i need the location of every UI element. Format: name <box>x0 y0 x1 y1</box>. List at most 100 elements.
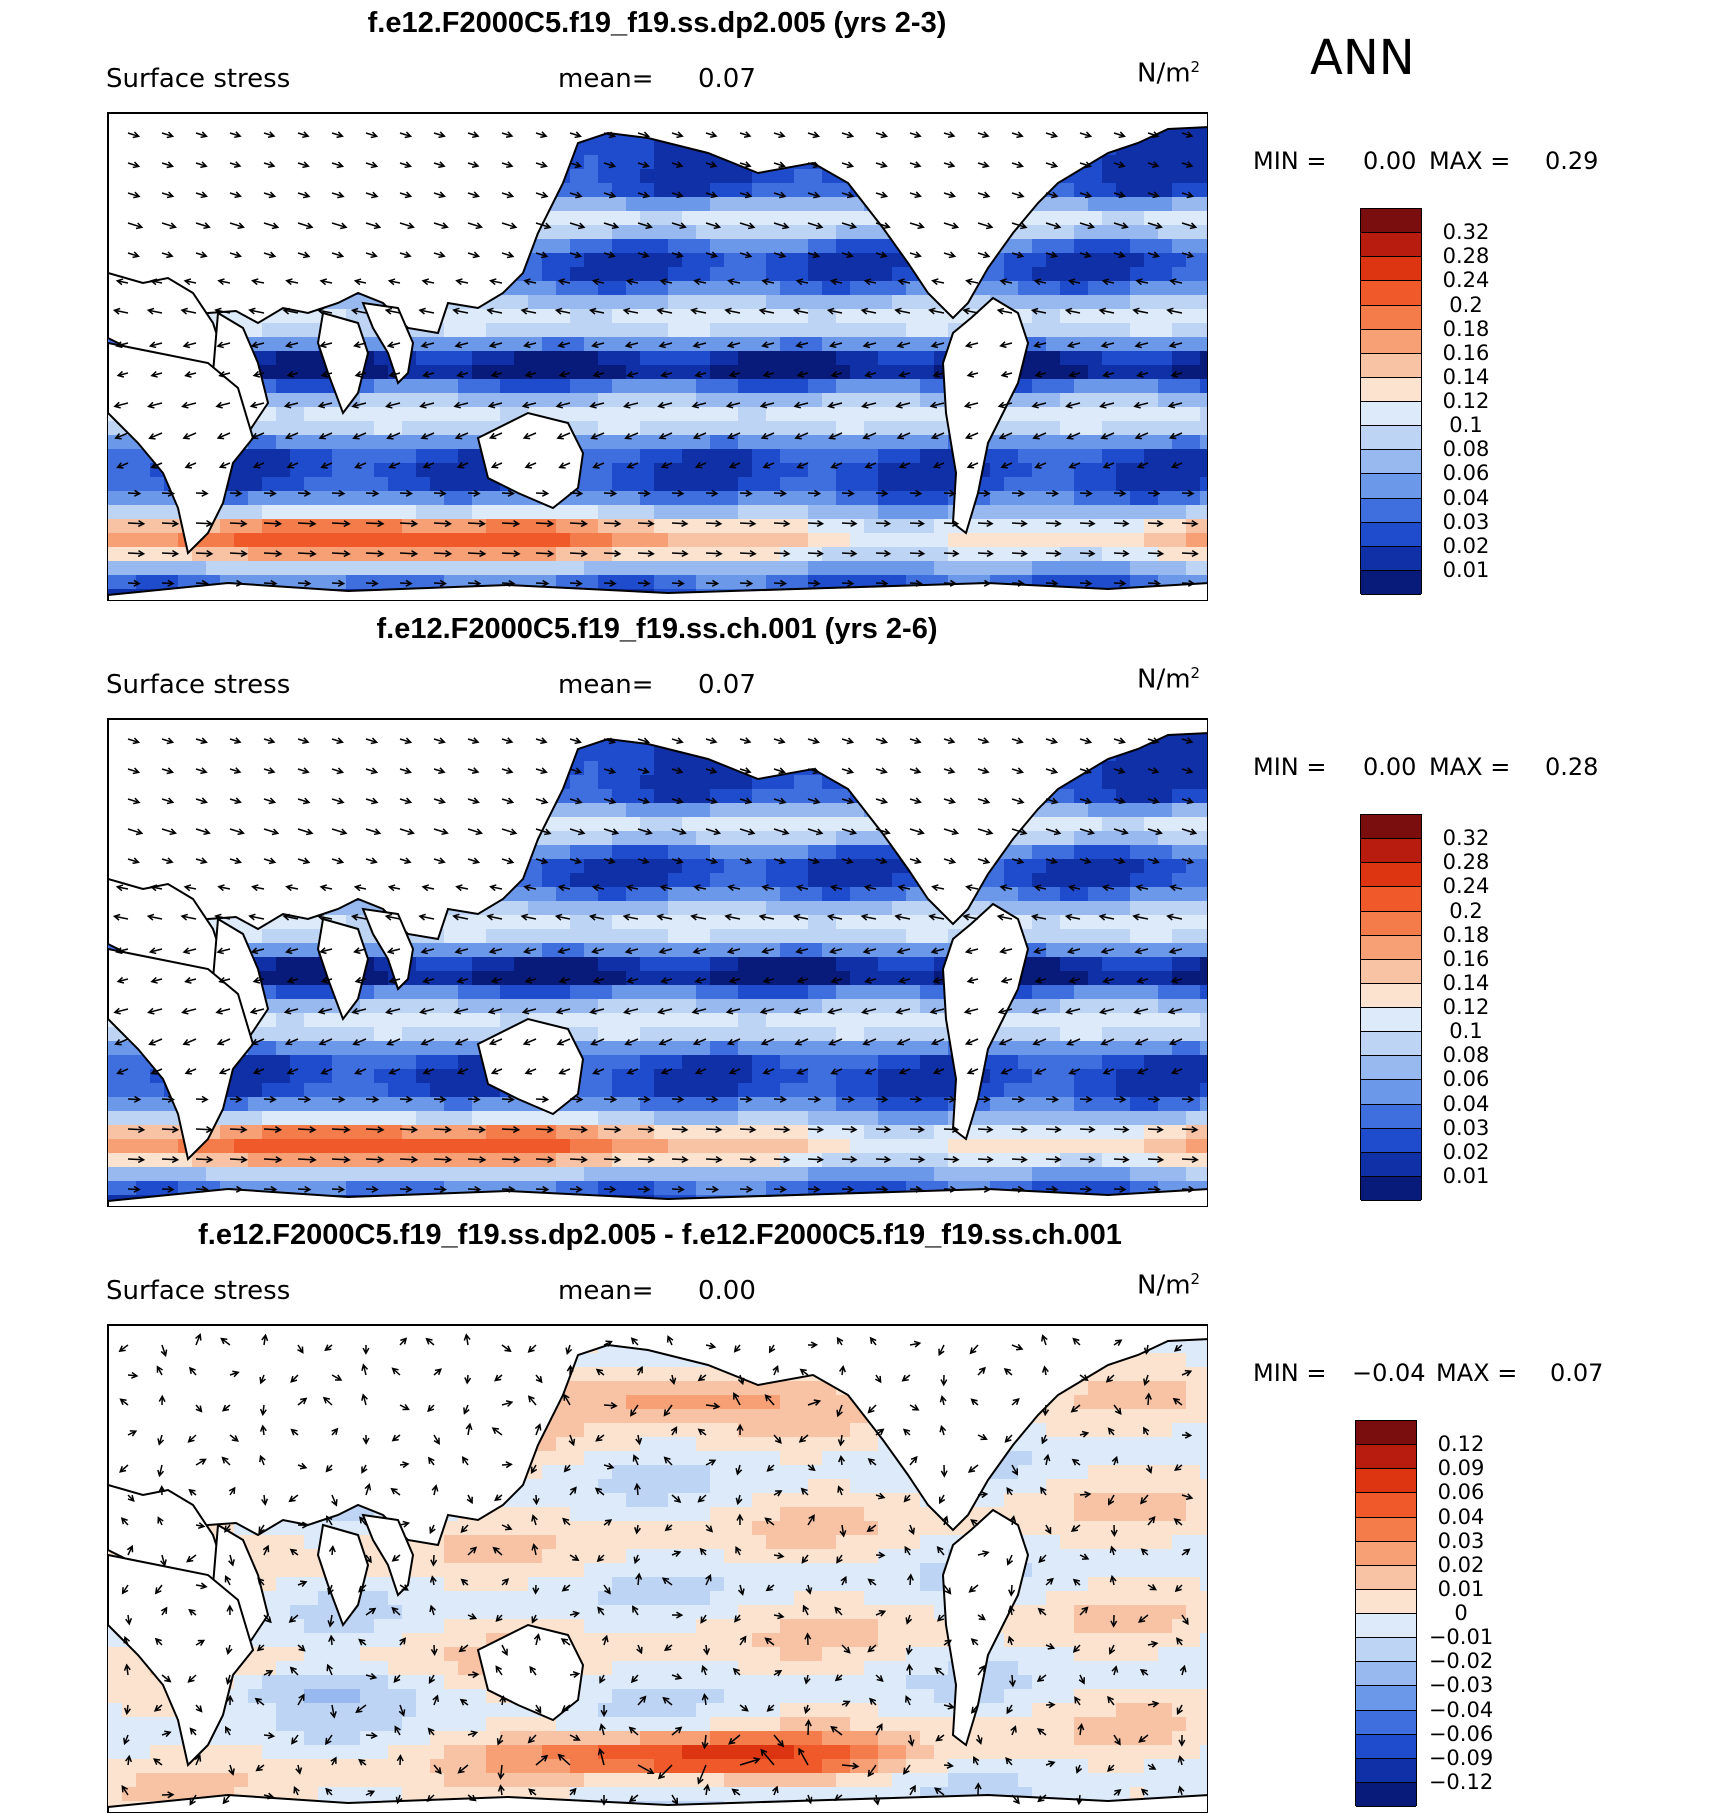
vector-arrow <box>1008 1584 1016 1597</box>
vector-arrow <box>527 1344 537 1353</box>
vector-arrow <box>248 307 265 315</box>
vector-arrow <box>467 550 487 558</box>
vector-arrow <box>467 1730 479 1738</box>
vector-arrow <box>739 1704 749 1712</box>
vector-arrow <box>1043 1453 1051 1466</box>
map-panel <box>107 1324 1208 1813</box>
vector-arrow <box>739 222 756 230</box>
vector-arrow <box>1066 341 1081 349</box>
vector-arrow <box>399 767 412 775</box>
vector-arrow <box>633 1524 641 1535</box>
vector-arrow <box>1010 1725 1017 1736</box>
vector-arrow <box>703 1644 711 1656</box>
vector-arrow <box>739 1185 754 1193</box>
vector-arrow <box>433 520 452 528</box>
vector-arrow <box>841 1155 858 1163</box>
vector-arrow <box>1079 251 1092 259</box>
vector-arrow <box>1045 222 1062 230</box>
vector-arrow <box>331 222 348 230</box>
vector-arrow <box>388 370 401 378</box>
vector-arrow <box>1045 579 1059 587</box>
vector-arrow <box>499 1695 507 1706</box>
vector-arrow <box>860 307 877 315</box>
vector-arrow <box>603 579 617 587</box>
vector-arrow <box>697 1494 707 1503</box>
vector-arrow <box>841 191 855 199</box>
vector-arrow <box>1031 1007 1047 1015</box>
vector-arrow <box>841 1095 855 1103</box>
vector-arrow <box>365 1790 376 1797</box>
vector-arrow <box>229 828 245 836</box>
vector-arrow <box>705 191 718 199</box>
vector-arrow <box>391 1367 401 1376</box>
variable-label: Surface stress <box>106 64 291 94</box>
vector-arrow <box>739 579 754 587</box>
vector-arrow <box>297 222 314 230</box>
vector-arrow <box>894 913 911 921</box>
vector-arrow <box>970 1638 979 1646</box>
vector-arrow <box>399 550 419 558</box>
vector-arrow <box>772 1365 779 1376</box>
vector-arrow <box>1011 797 1025 805</box>
vector-arrow <box>557 884 571 892</box>
vector-arrow <box>229 489 243 497</box>
vector-arrow <box>184 462 197 469</box>
vector-arrow <box>977 191 991 199</box>
vector-arrow <box>291 1734 299 1745</box>
vector-arrow <box>569 1156 588 1164</box>
vector-arrow <box>1168 341 1183 349</box>
vector-arrow <box>1072 1644 1081 1653</box>
landmass <box>108 1325 1207 1549</box>
vector-arrow <box>263 1156 283 1164</box>
vector-arrow <box>454 1038 469 1046</box>
panel-title: f.e12.F2000C5.f19_f19.ss.dp2.005 - f.e12… <box>198 1219 1122 1251</box>
vector-arrow <box>569 131 582 139</box>
vector-arrow <box>1045 1125 1062 1134</box>
vector-arrow <box>841 251 854 259</box>
vector-arrow <box>977 797 991 805</box>
vector-arrow <box>456 370 469 378</box>
vector-arrow <box>875 251 888 259</box>
vector-arrow <box>532 1584 540 1595</box>
vector-arrow <box>875 1095 889 1103</box>
mean-value: 0.07 <box>698 64 756 94</box>
mean-value: 0.07 <box>698 670 756 700</box>
vector-arrow <box>195 1156 214 1164</box>
vector-arrow <box>491 1427 503 1436</box>
vector-arrow <box>263 1185 278 1193</box>
vector-arrow <box>289 1666 299 1676</box>
vector-arrow <box>739 251 753 259</box>
vector-arrow <box>114 432 129 440</box>
vector-arrow <box>490 461 503 469</box>
vector-arrow <box>1143 1374 1150 1386</box>
vector-arrow <box>807 1155 824 1164</box>
vector-arrow <box>195 1704 203 1713</box>
colorbar-swatch <box>1361 402 1421 427</box>
vector-arrow <box>699 1547 707 1556</box>
vector-arrow <box>161 131 175 139</box>
vector-arrow <box>656 307 673 315</box>
vector-arrow <box>1134 432 1149 440</box>
vector-arrow <box>184 371 197 378</box>
vector-arrow <box>293 1786 300 1796</box>
vector-arrow <box>603 131 617 139</box>
vector-arrow <box>501 1523 513 1531</box>
colorbar-tick-label: 0.32 <box>1442 826 1490 851</box>
vector-arrow <box>963 401 979 409</box>
vector-arrow <box>229 797 242 805</box>
vector-arrow <box>1040 1486 1047 1496</box>
vector-arrow <box>560 1638 571 1646</box>
colorbar-swatch <box>1361 498 1421 523</box>
vector-arrow <box>867 1764 877 1778</box>
vector-arrow <box>658 947 673 955</box>
vector-arrow <box>297 1521 310 1529</box>
vector-arrow <box>588 913 605 921</box>
vector-arrow <box>221 1404 231 1412</box>
colorbar-tick-label: 0.04 <box>1442 485 1490 510</box>
vector-arrow <box>149 278 163 286</box>
vector-arrow <box>1040 1334 1048 1346</box>
vector-arrow <box>625 884 639 892</box>
vector-arrow <box>1079 1095 1093 1103</box>
vector-arrow <box>182 432 197 440</box>
vector-arrow <box>1113 131 1126 139</box>
